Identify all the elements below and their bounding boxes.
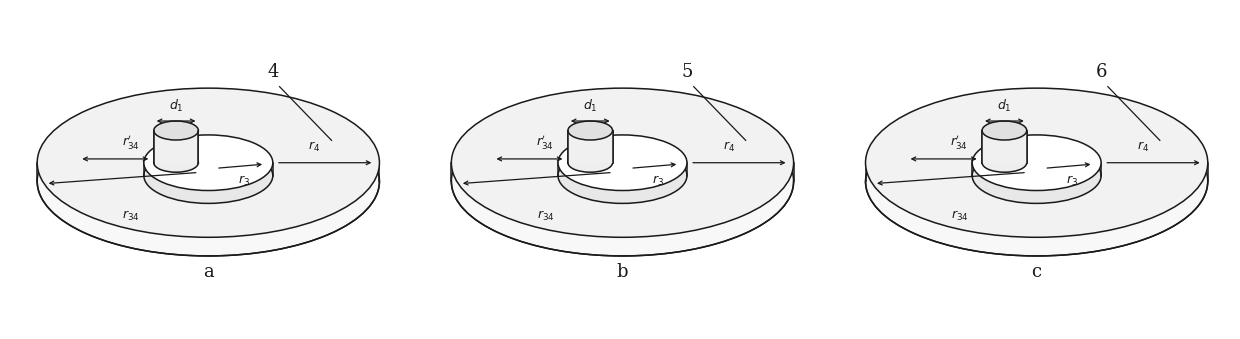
Ellipse shape: [37, 107, 379, 256]
Ellipse shape: [37, 88, 379, 237]
Ellipse shape: [972, 135, 1101, 191]
Polygon shape: [982, 131, 1027, 163]
Ellipse shape: [972, 148, 1101, 203]
Ellipse shape: [451, 88, 794, 237]
Ellipse shape: [451, 107, 794, 256]
Text: $d_1$: $d_1$: [997, 98, 1012, 114]
Text: $d_1$: $d_1$: [583, 98, 598, 114]
Ellipse shape: [568, 121, 613, 140]
Text: $r_3$: $r_3$: [652, 174, 663, 188]
Text: 5: 5: [682, 63, 693, 81]
Text: $r_4$: $r_4$: [723, 140, 734, 154]
Text: $r_{34}$: $r_{34}$: [951, 210, 968, 223]
Text: 6: 6: [1096, 63, 1107, 81]
Text: b: b: [616, 263, 629, 281]
Ellipse shape: [866, 107, 1208, 256]
Text: $d_1$: $d_1$: [169, 98, 184, 114]
Text: 4: 4: [268, 63, 279, 81]
Text: $r_{34}'$: $r_{34}'$: [536, 134, 554, 152]
Ellipse shape: [558, 135, 687, 191]
Text: $r_3$: $r_3$: [238, 174, 249, 188]
Text: $r_3$: $r_3$: [1066, 174, 1078, 188]
Ellipse shape: [982, 153, 1027, 172]
Text: c: c: [1032, 263, 1042, 281]
Ellipse shape: [144, 135, 273, 191]
Ellipse shape: [568, 153, 613, 172]
Text: $r_4$: $r_4$: [1137, 140, 1148, 154]
Text: $r_4$: $r_4$: [309, 140, 320, 154]
Ellipse shape: [144, 148, 273, 203]
Text: $r_{34}'$: $r_{34}'$: [122, 134, 140, 152]
Ellipse shape: [558, 148, 687, 203]
Ellipse shape: [982, 121, 1027, 140]
Ellipse shape: [154, 121, 198, 140]
Text: a: a: [203, 263, 213, 281]
Polygon shape: [568, 131, 613, 163]
Text: $r_{34}'$: $r_{34}'$: [950, 134, 968, 152]
Ellipse shape: [154, 153, 198, 172]
Text: $r_{34}$: $r_{34}$: [123, 210, 140, 223]
Polygon shape: [154, 131, 198, 163]
Text: $r_{34}$: $r_{34}$: [537, 210, 554, 223]
Ellipse shape: [866, 88, 1208, 237]
